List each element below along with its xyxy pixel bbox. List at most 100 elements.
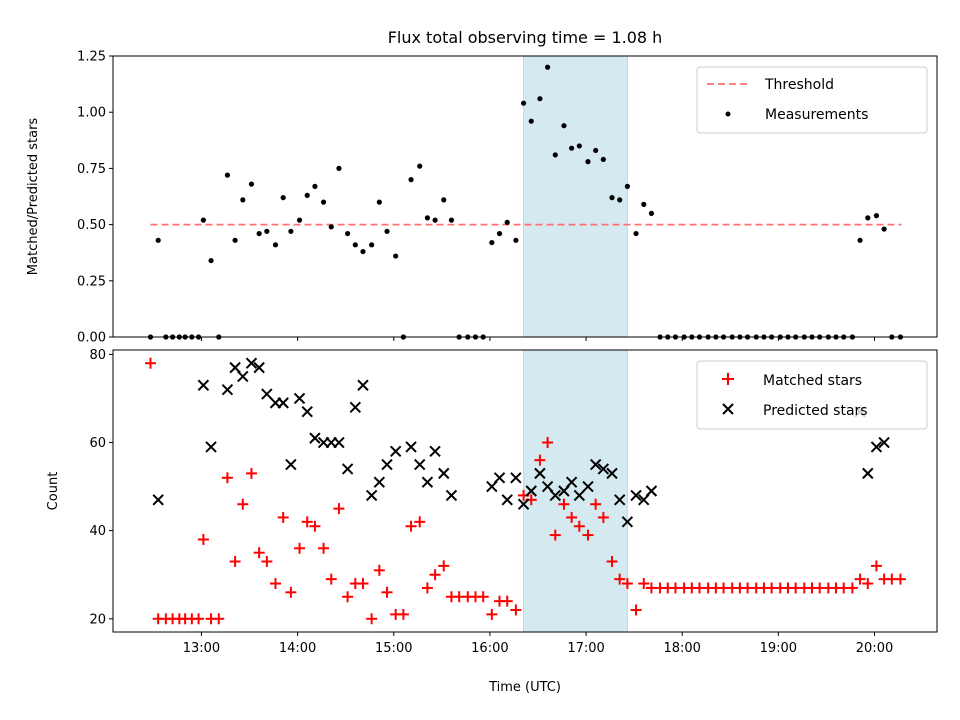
predicted-legend-label: Predicted stars xyxy=(763,403,868,419)
measurement-point xyxy=(417,163,423,169)
predicted-star-point xyxy=(205,441,217,453)
matched-star-point xyxy=(614,573,626,585)
predicted-star-point xyxy=(438,467,450,480)
measurement-point xyxy=(448,217,455,223)
chart-title: Flux total observing time = 1.08 h xyxy=(388,28,663,47)
predicted-star-point xyxy=(245,357,258,369)
count-points xyxy=(144,357,906,625)
measurement-point xyxy=(633,230,639,237)
ratio-axis-ticks: 0.00 0.25 0.50 0.75 1.00 1.25 xyxy=(77,50,876,346)
predicted-star-b xyxy=(630,489,642,502)
count-legend-box xyxy=(696,360,928,430)
measurement-point xyxy=(393,253,399,259)
matched-star-point xyxy=(590,498,602,510)
matched-star-point xyxy=(229,556,241,567)
measurement-point xyxy=(224,172,231,178)
predicted-star-point xyxy=(414,458,426,471)
predicted-star-point xyxy=(534,467,546,480)
predicted-star-point xyxy=(517,498,530,510)
predicted-star-point xyxy=(630,489,642,502)
predicted-star-b xyxy=(205,441,217,453)
x-tick-label: 19:00 xyxy=(760,641,797,656)
predicted-star-b xyxy=(597,463,610,475)
matched-star-point xyxy=(277,511,289,523)
predicted-legend-swatch xyxy=(722,403,734,415)
predicted-star-point xyxy=(573,489,586,502)
measurement-point xyxy=(593,147,599,154)
matched-star-point xyxy=(621,578,633,590)
predicted-star-point xyxy=(237,370,249,383)
measurement-point xyxy=(248,181,255,187)
matched-star-point xyxy=(261,556,273,567)
matched-star-point xyxy=(630,604,642,616)
ratio-panel: 0.00 0.25 0.50 0.75 1.00 1.25 Matched/Predict… xyxy=(26,50,938,346)
predicted-star-point xyxy=(510,472,522,484)
predicted-star-b xyxy=(333,436,345,449)
ratio-y-axis-label: Matched/Predicted stars xyxy=(26,118,41,276)
predicted-star-point xyxy=(341,463,354,475)
measurement-point xyxy=(609,195,615,201)
predicted-star-b xyxy=(309,432,321,444)
predicted-star-b xyxy=(245,357,258,369)
measurement-point xyxy=(600,156,606,163)
x-tick-label: 18:00 xyxy=(663,641,700,656)
predicted-star-point xyxy=(253,361,265,374)
threshold-legend-label: Threshold xyxy=(764,77,834,93)
x-tick-label: 16:00 xyxy=(471,641,508,656)
predicted-star-point xyxy=(525,485,537,497)
measurement-point xyxy=(561,123,567,129)
measurement-point xyxy=(641,201,647,207)
measurement-point xyxy=(296,217,303,223)
predicted-star-b xyxy=(429,445,441,458)
matched-star-point xyxy=(534,454,546,466)
x-tick-label: 20:00 xyxy=(856,641,893,656)
predicted-star-b xyxy=(862,467,874,480)
count-legend: Matched stars Predicted stars xyxy=(696,360,928,430)
predicted-star-b xyxy=(517,498,530,510)
predicted-star-point xyxy=(197,379,210,391)
measurement-point xyxy=(369,242,375,248)
measurement-point xyxy=(360,248,366,255)
predicted-star-point xyxy=(597,463,610,475)
x-axis-label: Time (UTC) xyxy=(488,680,561,695)
matched-star-point xyxy=(421,582,433,594)
matched-star-point xyxy=(638,578,650,590)
matched-star-point xyxy=(397,608,409,620)
matched-star-point xyxy=(558,498,570,510)
predicted-star-b xyxy=(229,361,241,374)
predicted-star-b xyxy=(365,489,378,502)
measurement-point xyxy=(320,199,327,205)
predicted-star-point xyxy=(862,467,874,480)
matched-star-point xyxy=(294,542,306,554)
measurement-point xyxy=(504,219,510,225)
measurement-point xyxy=(240,197,246,203)
measurement-point xyxy=(256,230,262,237)
measurement-point xyxy=(528,118,534,124)
predicted-star-b xyxy=(221,383,234,396)
measurement-point xyxy=(408,177,414,183)
predicted-star-b xyxy=(341,463,354,475)
matched-star-point xyxy=(253,547,265,559)
count-panel-frame xyxy=(112,349,938,633)
y-tick-label: 1.25 xyxy=(77,50,106,65)
predicted-star-point xyxy=(373,476,386,488)
matched-star-point xyxy=(862,578,874,590)
predicted-star-b xyxy=(293,392,306,405)
measurement-point xyxy=(208,257,214,264)
predicted-star-b xyxy=(414,458,426,471)
matched-star-point xyxy=(597,511,609,523)
predicted-star-b xyxy=(501,494,513,506)
matched-star-point xyxy=(333,503,345,515)
predicted-star-b xyxy=(277,397,289,409)
matched-star-point xyxy=(854,573,866,585)
measurement-point xyxy=(576,143,582,149)
matched-star-point xyxy=(309,520,321,532)
measurement-point xyxy=(865,215,871,221)
matched-star-point xyxy=(318,542,330,554)
measurement-point xyxy=(384,228,390,234)
predicted-star-point xyxy=(501,494,513,506)
matched-star-point xyxy=(237,498,249,510)
measurement-point xyxy=(520,100,527,106)
measurement-point xyxy=(617,197,623,203)
